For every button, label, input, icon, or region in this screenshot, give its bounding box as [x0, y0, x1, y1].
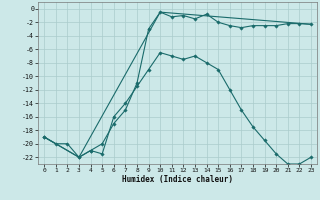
X-axis label: Humidex (Indice chaleur): Humidex (Indice chaleur) [122, 175, 233, 184]
